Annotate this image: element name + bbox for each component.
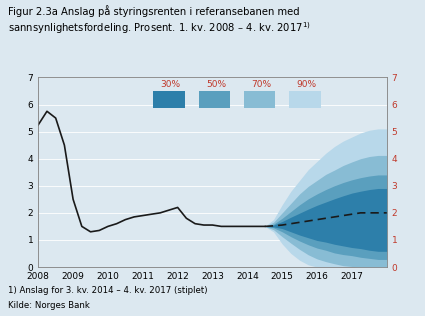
Text: 30%: 30% <box>161 80 181 89</box>
Text: 50%: 50% <box>206 80 226 89</box>
Text: sannsynlighetsfordeling. Prosent. 1. kv. 2008 – 4. kv. 2017$^{1)}$: sannsynlighetsfordeling. Prosent. 1. kv.… <box>8 21 311 36</box>
Text: Figur 2.3a Anslag på styringsrenten i referansebanen med: Figur 2.3a Anslag på styringsrenten i re… <box>8 5 300 17</box>
FancyBboxPatch shape <box>289 91 320 108</box>
FancyBboxPatch shape <box>198 91 230 108</box>
FancyBboxPatch shape <box>153 91 184 108</box>
Text: 90%: 90% <box>297 80 317 89</box>
Text: 1) Anslag for 3. kv. 2014 – 4. kv. 2017 (stiplet): 1) Anslag for 3. kv. 2014 – 4. kv. 2017 … <box>8 286 208 295</box>
FancyBboxPatch shape <box>244 91 275 108</box>
Text: 70%: 70% <box>251 80 271 89</box>
Text: Kilde: Norges Bank: Kilde: Norges Bank <box>8 301 91 310</box>
